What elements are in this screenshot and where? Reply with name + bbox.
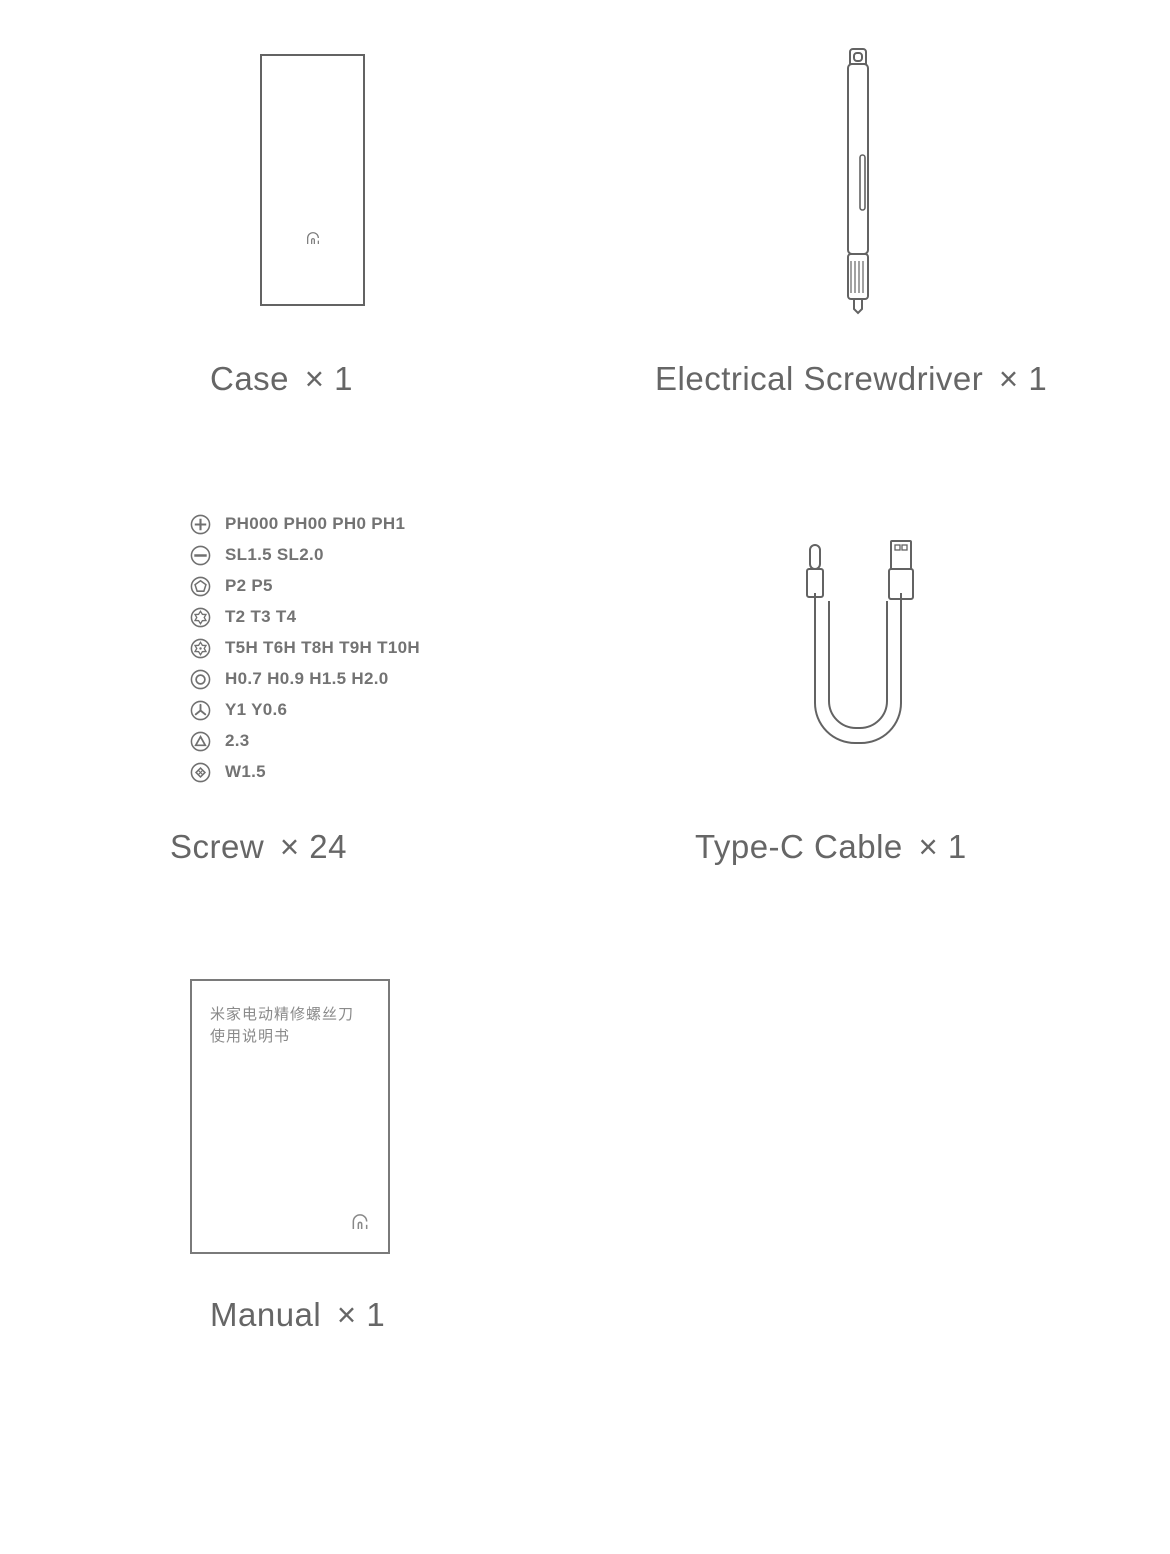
manual-illustration: 米家电动精修螺丝刀 使用说明书 [40,966,585,1266]
usb-cable-icon [763,523,953,773]
manual-box-icon: 米家电动精修螺丝刀 使用说明书 [190,979,390,1254]
cable-label-text: Type-C Cable [695,828,903,865]
mijia-logo-icon [305,232,321,248]
contents-grid: Case × 1 [0,0,1170,1364]
bit-text: Y1 Y0.6 [225,700,287,720]
cell-cable: Type-C Cable × 1 [585,498,1130,866]
screw-label-text: Screw [170,828,264,865]
cell-screwdriver: Electrical Screwdriver × 1 [585,30,1130,398]
bit-text: W1.5 [225,762,266,782]
cable-illustration [585,498,1130,798]
cell-manual: 米家电动精修螺丝刀 使用说明书 Manual × 1 [40,966,585,1334]
square-icon [190,762,211,783]
screwdriver-icon [828,45,888,315]
bit-row: T5H T6H T8H T9H T10H [190,638,585,659]
slot-icon [190,545,211,566]
case-illustration [40,30,585,330]
screwdriver-label-text: Electrical Screwdriver [655,360,983,397]
hex-icon [190,669,211,690]
manual-label-text: Manual [210,1296,321,1333]
bit-row: H0.7 H0.9 H1.5 H2.0 [190,669,585,690]
triangle-icon [190,731,211,752]
bit-row: Y1 Y0.6 [190,700,585,721]
bit-text: T5H T6H T8H T9H T10H [225,638,420,658]
bit-text: T2 T3 T4 [225,607,296,627]
case-qty: × 1 [305,360,353,397]
torx-icon [190,607,211,628]
cell-case: Case × 1 [40,30,585,398]
cable-qty: × 1 [918,828,966,865]
bit-row: T2 T3 T4 [190,607,585,628]
torx-sec-icon [190,638,211,659]
case-label: Case × 1 [40,360,353,398]
screwdriver-label: Electrical Screwdriver × 1 [585,360,1047,398]
screwdriver-qty: × 1 [999,360,1047,397]
phillips-icon [190,514,211,535]
manual-line2: 使用说明书 [210,1025,290,1046]
bit-row: 2.3 [190,731,585,752]
manual-line1: 米家电动精修螺丝刀 [210,1003,354,1024]
cell-empty [585,966,1130,1334]
bit-text: PH000 PH00 PH0 PH1 [225,514,405,534]
bit-row: W1.5 [190,762,585,783]
bit-row: PH000 PH00 PH0 PH1 [190,514,585,535]
bit-text: H0.7 H0.9 H1.5 H2.0 [225,669,389,689]
bit-row: SL1.5 SL2.0 [190,545,585,566]
bit-text: SL1.5 SL2.0 [225,545,324,565]
penta-icon [190,576,211,597]
case-label-text: Case [210,360,289,397]
bit-row: P2 P5 [190,576,585,597]
bit-text: P2 P5 [225,576,273,596]
screw-label: Screw × 24 [40,828,347,866]
tri-icon [190,700,211,721]
mijia-logo-icon [350,1214,370,1234]
screw-qty: × 24 [280,828,347,865]
manual-qty: × 1 [337,1296,385,1333]
manual-label: Manual × 1 [40,1296,385,1334]
bits-list: PH000 PH00 PH0 PH1 SL1.5 SL2.0 P2 P5 T2 T3 … [40,498,585,798]
cell-screw-bits: PH000 PH00 PH0 PH1 SL1.5 SL2.0 P2 P5 T2 T3 … [40,498,585,866]
case-box-icon [260,54,365,306]
cable-label: Type-C Cable × 1 [585,828,967,866]
bit-text: 2.3 [225,731,250,751]
screwdriver-illustration [585,30,1130,330]
